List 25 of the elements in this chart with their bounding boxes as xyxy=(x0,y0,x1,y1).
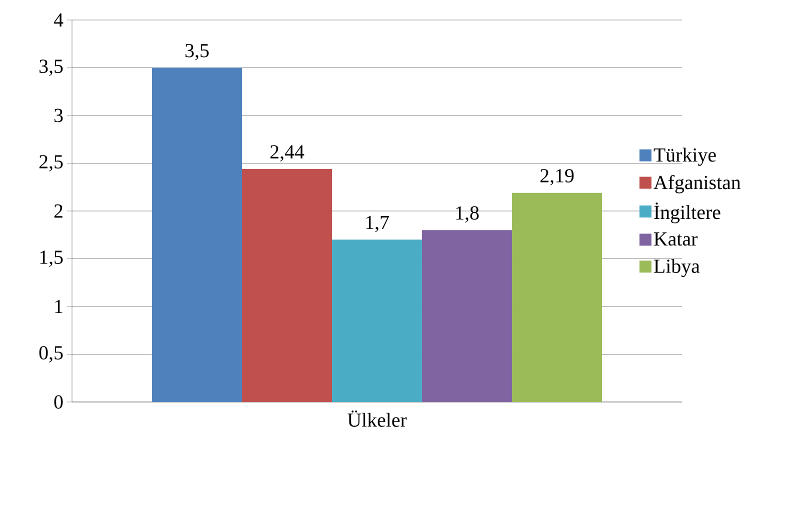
data-label: 3,5 xyxy=(186,44,209,60)
y-tick-label: 2 xyxy=(54,204,62,218)
y-tick-label: 1 xyxy=(55,300,62,314)
data-label: 1,8 xyxy=(456,206,479,223)
y-tick-label: 1,5 xyxy=(40,250,63,267)
legend-label: İngiltere xyxy=(654,202,720,224)
y-tick-label: 3,5 xyxy=(40,60,63,76)
data-label: 2,44 xyxy=(270,145,304,162)
data-label: 1,7 xyxy=(366,216,389,232)
legend-label: Libya xyxy=(654,258,700,278)
y-tick-label: 0 xyxy=(54,395,63,409)
data-label: 2,19 xyxy=(540,169,574,186)
legend-label: Türkiye xyxy=(654,148,716,166)
y-tick-label: 0,5 xyxy=(39,346,63,362)
bar xyxy=(152,68,242,402)
bar xyxy=(512,192,602,402)
bar xyxy=(422,230,512,402)
y-tick-label: 4 xyxy=(54,13,64,27)
x-tick-label: Ülkeler xyxy=(348,410,407,427)
bar xyxy=(242,168,332,402)
y-tick-label: 3 xyxy=(54,108,63,122)
bar xyxy=(332,240,422,402)
y-tick-label: 2,5 xyxy=(39,155,63,172)
legend-label: Afganistan xyxy=(654,175,741,194)
legend-label: Katar xyxy=(654,232,698,246)
